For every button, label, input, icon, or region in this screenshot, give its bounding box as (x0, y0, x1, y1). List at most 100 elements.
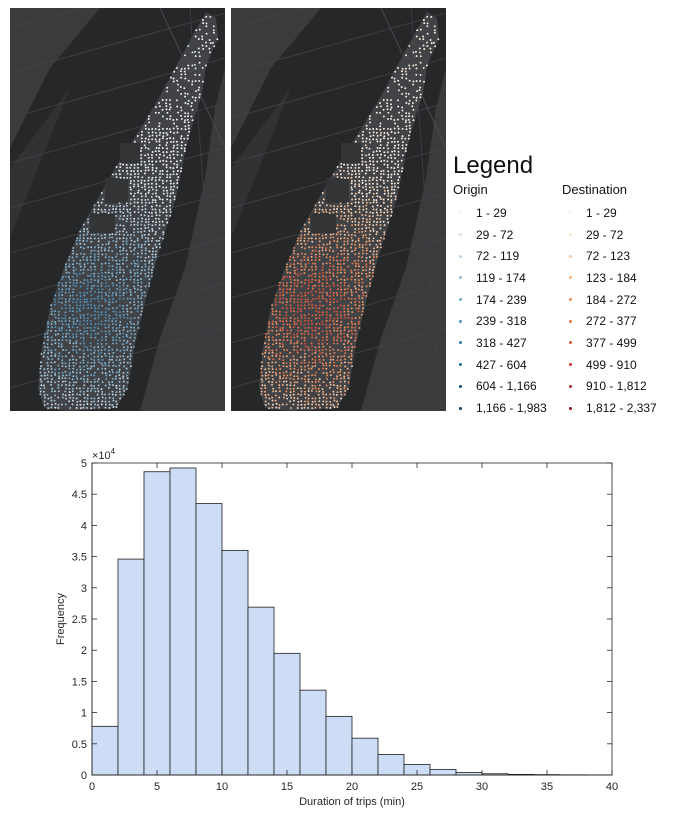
origin-legend-label: 239 - 318 (476, 314, 527, 329)
destination-legend-item: 910 - 1,812 (569, 376, 657, 398)
destination-legend-label: 272 - 377 (586, 314, 637, 329)
histogram-bar (351, 737, 379, 776)
destination-legend-swatch (569, 384, 572, 388)
histogram-bar (429, 768, 457, 776)
origin-legend-swatch (459, 233, 462, 237)
histogram-bar (247, 606, 275, 776)
y-tick-label: 0 (81, 770, 87, 782)
legend-destination-header: Destination (562, 182, 628, 197)
origin-map (10, 8, 225, 411)
legend-origin-list: 1 - 29 29 - 72 72 - 119 119 - 174 174 - 239 2… (459, 202, 547, 419)
origin-legend-label: 427 - 604 (476, 357, 527, 372)
origin-legend-label: 72 - 119 (476, 249, 520, 264)
x-tick-label: 30 (476, 781, 488, 793)
destination-legend-item: 499 - 910 (569, 354, 657, 376)
origin-legend-label: 318 - 427 (476, 335, 527, 350)
origin-legend-label: 29 - 72 (476, 227, 514, 242)
y-tick-label: 2.5 (72, 614, 87, 626)
origin-legend-swatch (459, 384, 462, 388)
origin-legend-swatch (459, 406, 462, 410)
x-tick-label: 40 (606, 781, 618, 793)
destination-legend-label: 184 - 272 (586, 292, 637, 307)
x-tick-label: 5 (154, 781, 160, 793)
origin-legend-label: 174 - 239 (476, 292, 527, 307)
histogram-bar (91, 725, 119, 776)
origin-legend-item: 119 - 174 (459, 267, 547, 289)
destination-legend-item: 29 - 72 (569, 224, 657, 246)
histogram-bar (169, 467, 197, 776)
x-tick-label: 15 (281, 781, 293, 793)
origin-legend-swatch (459, 319, 462, 323)
origin-map-canvas (10, 8, 225, 411)
destination-legend-label: 1 - 29 (586, 205, 617, 220)
destination-legend-item: 1 - 29 (569, 202, 657, 224)
destination-legend-label: 499 - 910 (586, 357, 637, 372)
y-tick-label: 3 (81, 583, 87, 595)
legend-origin-header: Origin (453, 182, 488, 197)
destination-map (231, 8, 446, 411)
destination-legend-label: 910 - 1,812 (586, 379, 647, 394)
destination-legend-swatch (569, 341, 572, 345)
x-tick-label: 35 (541, 781, 553, 793)
x-tick-label: 25 (411, 781, 423, 793)
destination-map-canvas (231, 8, 446, 411)
x-tick-label: 20 (346, 781, 358, 793)
destination-legend-item: 123 - 184 (569, 267, 657, 289)
y-tick-label: 1 (81, 708, 87, 720)
origin-legend-label: 604 - 1,166 (476, 379, 537, 394)
origin-legend-item: 427 - 604 (459, 354, 547, 376)
origin-legend-item: 604 - 1,166 (459, 376, 547, 398)
origin-legend-swatch (459, 276, 462, 280)
destination-legend-swatch (569, 298, 572, 302)
destination-legend-label: 123 - 184 (586, 270, 637, 285)
y-axis-label: Frequency (55, 593, 67, 645)
origin-legend-item: 1 - 29 (459, 202, 547, 224)
origin-legend-swatch (459, 341, 462, 345)
duration-histogram: 0 5 10 15 20 25 30 35 40 0 0.5 1 1.5 2 2.5 3 3.5 4 4.5 5 ×10… (55, 447, 618, 808)
destination-legend-item: 1,812 - 2,337 (569, 397, 657, 419)
histogram-bar (273, 652, 301, 776)
destination-legend-item: 272 - 377 (569, 310, 657, 332)
histogram-bar (195, 503, 223, 776)
y-tick-label: 2 (81, 645, 87, 657)
destination-legend-swatch (569, 276, 572, 280)
destination-legend-item: 377 - 499 (569, 332, 657, 354)
origin-legend-swatch (459, 254, 462, 258)
destination-legend-item: 72 - 123 (569, 245, 657, 267)
destination-legend-label: 72 - 123 (586, 249, 631, 264)
y-exponent-label: ×104 (92, 447, 116, 462)
histogram-bar (325, 715, 353, 776)
legend: Legend Origin Destination 1 - 29 29 - 72 7… (453, 152, 678, 417)
y-tick-label: 1.5 (72, 676, 87, 688)
destination-legend-swatch (569, 254, 572, 258)
origin-legend-item: 174 - 239 (459, 289, 547, 311)
destination-legend-label: 377 - 499 (586, 335, 637, 350)
x-axis-label: Duration of trips (min) (299, 796, 405, 808)
y-tick-label: 4 (81, 520, 87, 532)
y-tick-label: 0.5 (72, 739, 87, 751)
histogram-bar (299, 689, 327, 776)
histogram-bar (143, 471, 171, 776)
x-tick-label: 10 (216, 781, 228, 793)
origin-legend-item: 318 - 427 (459, 332, 547, 354)
origin-legend-item: 29 - 72 (459, 224, 547, 246)
destination-legend-swatch (569, 211, 572, 215)
origin-legend-label: 119 - 174 (476, 270, 526, 285)
histogram-bar (117, 558, 145, 776)
x-tick-label: 0 (89, 781, 95, 793)
y-tick-label: 4.5 (72, 489, 87, 501)
origin-legend-swatch (459, 298, 462, 302)
origin-legend-item: 1,166 - 1,983 (459, 397, 547, 419)
origin-legend-swatch (459, 363, 462, 367)
legend-title: Legend (453, 152, 534, 179)
histogram-bar (221, 549, 249, 776)
histogram-bar (377, 754, 405, 776)
destination-legend-item: 184 - 272 (569, 289, 657, 311)
destination-legend-swatch (569, 319, 572, 323)
origin-legend-label: 1,166 - 1,983 (476, 401, 547, 416)
y-tick-label: 5 (81, 458, 87, 470)
origin-legend-swatch (459, 211, 462, 215)
destination-legend-label: 1,812 - 2,337 (586, 401, 657, 416)
y-tick-label: 3.5 (72, 552, 87, 564)
destination-legend-swatch (569, 363, 572, 367)
